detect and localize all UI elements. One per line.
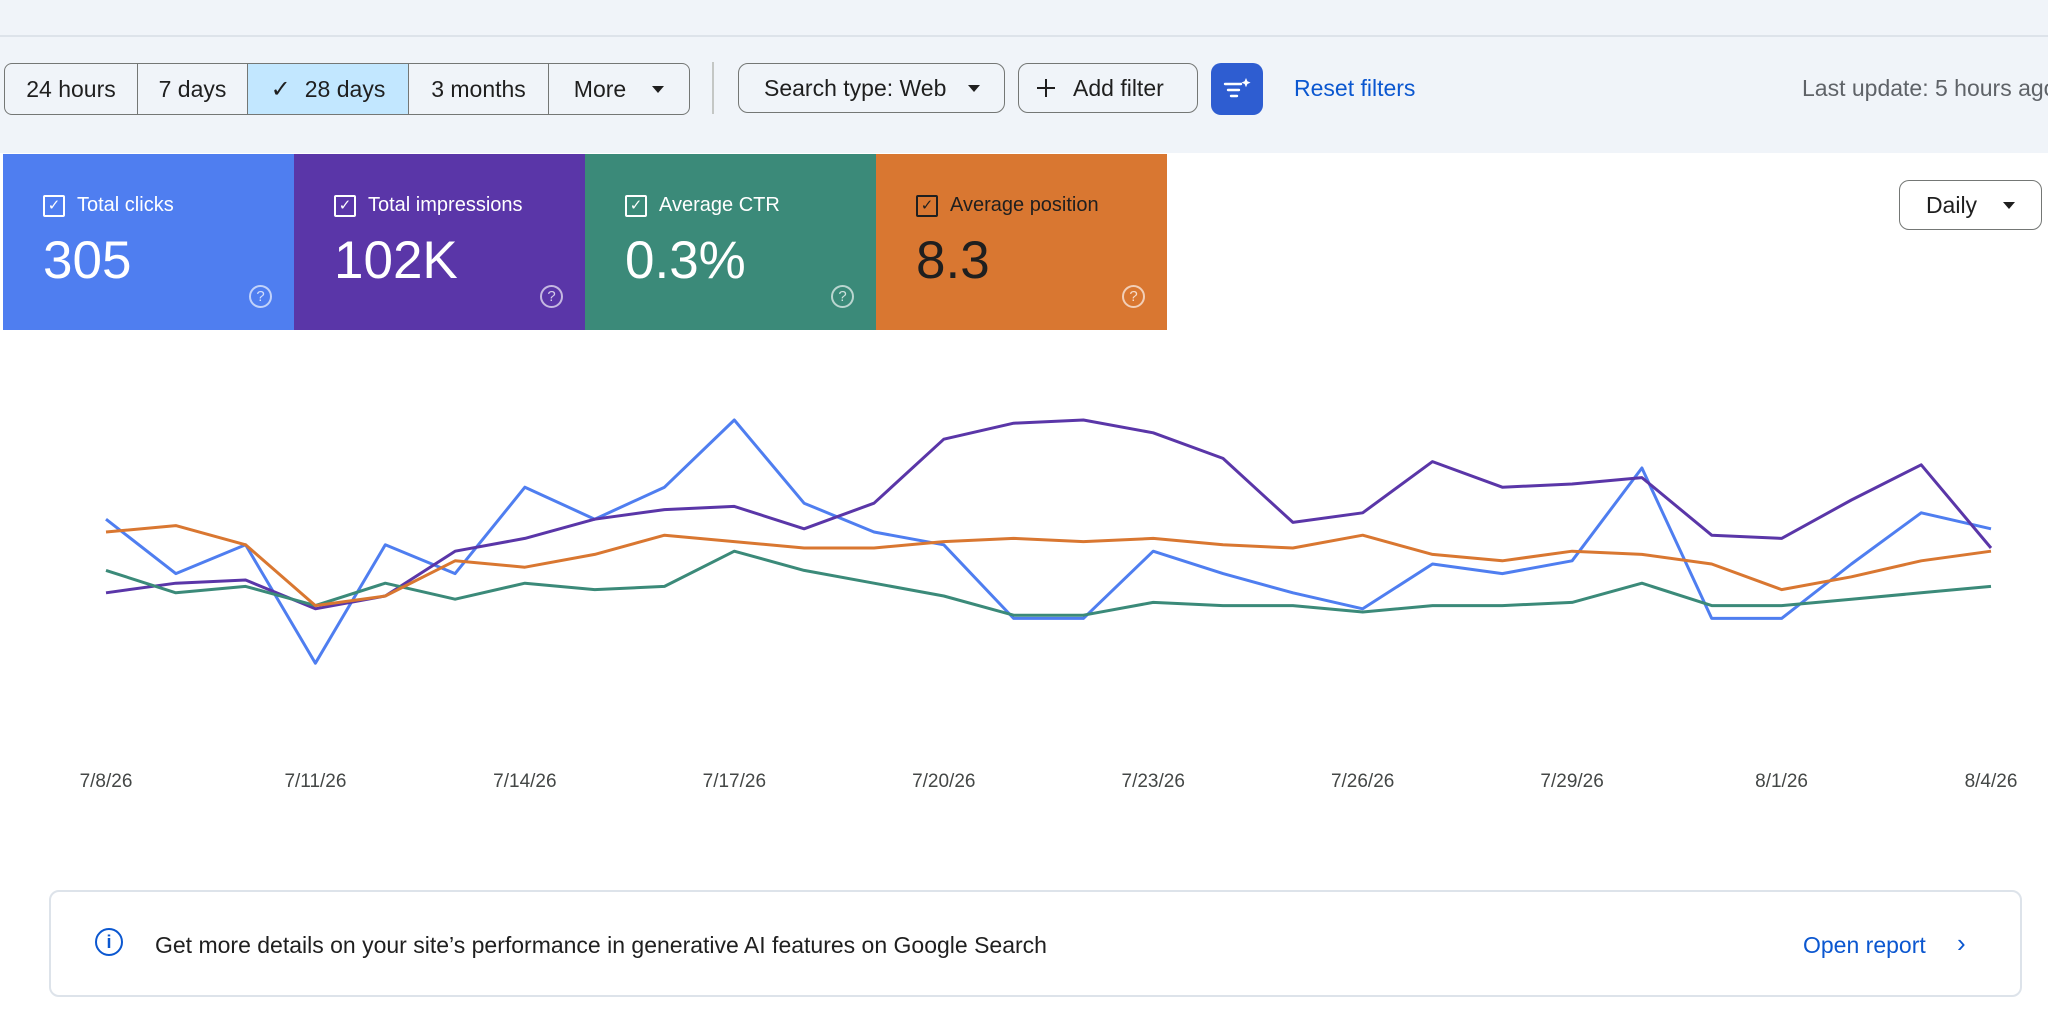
add-filter-button[interactable]: Add filter — [1018, 63, 1198, 113]
metric-value: 305 — [43, 231, 132, 290]
check-icon: ✓ — [270, 75, 291, 103]
metric-label-row: ✓ Total clicks — [43, 194, 174, 217]
help-icon[interactable]: ? — [249, 285, 272, 308]
plus-icon — [1037, 79, 1055, 97]
checkbox-icon: ✓ — [43, 194, 65, 217]
date-range-selector: 24 hours 7 days ✓ 28 days 3 months More — [4, 63, 690, 115]
checkbox-icon: ✓ — [916, 194, 938, 217]
dropdown-caret-icon — [652, 85, 665, 93]
performance-line-chart: 7/8/26 7/11/26 7/14/26 7/17/26 7/20/26 7/23/2… — [80, 418, 2018, 792]
smart-filter-button[interactable] — [1211, 63, 1263, 115]
series-line-average-ctr — [105, 549, 1992, 617]
range-7-days-label: 7 days — [158, 75, 227, 102]
checkbox-icon: ✓ — [625, 194, 647, 217]
metric-label-row: ✓ Total impressions — [334, 194, 523, 217]
range-3-months-label: 3 months — [431, 75, 526, 102]
help-icon[interactable]: ? — [540, 285, 563, 308]
checkbox-icon: ✓ — [334, 194, 356, 217]
x-tick-label: 8/4/26 — [1965, 771, 2018, 792]
x-tick-label: 7/11/26 — [284, 771, 346, 792]
search-type-label: Search type: Web — [764, 74, 947, 101]
metric-label-row: ✓ Average position — [916, 194, 1099, 217]
metric-card-total-clicks[interactable]: ✓ Total clicks 305 ? — [3, 154, 294, 330]
metric-label: Average CTR — [659, 194, 780, 216]
x-tick-label: 7/26/26 — [1331, 771, 1394, 792]
reset-filters-link[interactable]: Reset filters — [1294, 75, 1416, 101]
metric-label: Average position — [950, 194, 1099, 216]
range-24-hours-label: 24 hours — [26, 75, 116, 102]
x-tick-label: 7/29/26 — [1540, 771, 1603, 792]
metric-value: 8.3 — [916, 231, 990, 290]
filter-sparkle-icon — [1223, 78, 1251, 98]
range-more-label: More — [573, 75, 627, 102]
range-24-hours[interactable]: 24 hours — [5, 64, 138, 114]
dropdown-caret-icon — [2003, 201, 2016, 209]
metric-card-average-ctr[interactable]: ✓ Average CTR 0.3% ? — [585, 154, 876, 330]
x-tick-label: 7/23/26 — [1122, 771, 1185, 792]
metric-label: Total impressions — [368, 194, 523, 216]
granularity-dropdown[interactable]: Daily — [1899, 180, 2042, 230]
x-tick-label: 7/14/26 — [493, 771, 556, 792]
toolbar-area: 24 hours 7 days ✓ 28 days 3 months More S… — [0, 0, 2048, 153]
metric-value: 102K — [334, 231, 458, 290]
help-icon[interactable]: ? — [1122, 285, 1145, 308]
metric-card-total-impressions[interactable]: ✓ Total impressions 102K ? — [294, 154, 585, 330]
range-3-months[interactable]: 3 months — [409, 64, 549, 114]
search-type-dropdown[interactable]: Search type: Web — [738, 63, 1005, 113]
top-divider — [0, 35, 2048, 37]
range-more[interactable]: More — [549, 64, 689, 114]
last-update-text: Last update: 5 hours ago — [1802, 75, 2048, 101]
chevron-right-icon[interactable]: › — [1957, 928, 1966, 958]
info-icon: i — [95, 928, 123, 956]
toolbar-divider — [712, 62, 714, 114]
series-line-average-position — [105, 524, 1992, 608]
range-28-days[interactable]: ✓ 28 days — [248, 64, 409, 114]
banner-message: Get more details on your site’s performa… — [155, 932, 1047, 958]
open-report-link[interactable]: Open report — [1803, 932, 1926, 958]
series-line-total-clicks — [105, 418, 1992, 665]
series-line-total-impressions — [105, 418, 1993, 611]
x-tick-label: 7/8/26 — [80, 771, 133, 792]
granularity-label: Daily — [1925, 191, 1978, 218]
help-icon[interactable]: ? — [831, 285, 854, 308]
x-tick-label: 7/17/26 — [703, 771, 766, 792]
metric-label: Total clicks — [77, 194, 174, 216]
metric-card-average-position[interactable]: ✓ Average position 8.3 ? — [876, 154, 1167, 330]
x-tick-label: 7/20/26 — [912, 771, 975, 792]
ai-features-banner: i Get more details on your site’s perfor… — [49, 890, 2022, 997]
metric-label-row: ✓ Average CTR — [625, 194, 780, 217]
x-tick-label: 8/1/26 — [1755, 771, 1808, 792]
dropdown-caret-icon — [968, 84, 981, 92]
metric-value: 0.3% — [625, 231, 746, 290]
add-filter-label: Add filter — [1073, 74, 1164, 101]
range-28-days-label: 28 days — [304, 75, 386, 102]
range-7-days[interactable]: 7 days — [138, 64, 248, 114]
